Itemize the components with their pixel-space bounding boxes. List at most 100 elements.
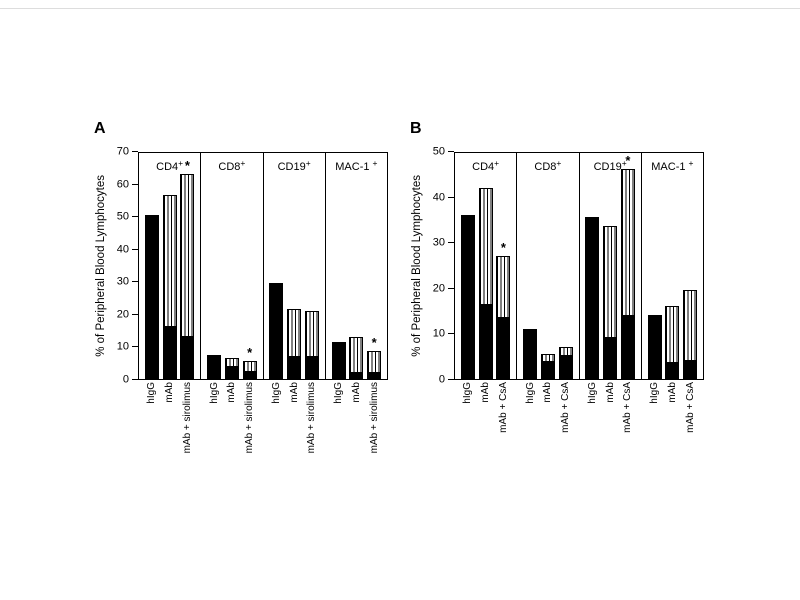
bar-black-segment [684, 360, 697, 378]
y-tick-mark [448, 242, 454, 244]
x-label-slot: mAb + CsA [559, 382, 573, 433]
x-label-slot: mAb [603, 382, 617, 433]
y-axis-label-box: % of Peripheral Blood Lymphocytes [92, 152, 110, 380]
y-tick-mark [448, 196, 454, 198]
bar-black-segment [350, 371, 363, 378]
bar-mab-csa [558, 347, 573, 379]
x-label-slot: hIgG [585, 382, 599, 433]
group-label-superscript: + [305, 158, 311, 168]
x-label-slot: mAb + sirolimus [243, 382, 257, 453]
x-label-slot: mAb [163, 382, 177, 453]
y-tick-label: 0 [438, 373, 445, 386]
bar-black-segment [524, 329, 537, 378]
bar-black-segment [666, 362, 679, 378]
group-label-text: CD19 [593, 161, 622, 173]
x-label-slot: mAb + CsA [496, 382, 510, 433]
group-label-cd19: CD19+ [580, 158, 641, 173]
y-tick-label: 60 [116, 178, 129, 191]
x-label-slot: mAb [479, 382, 493, 433]
y-tick-label: 50 [116, 210, 129, 223]
group-label-text: CD8 [534, 161, 557, 173]
x-label-group-cd8: hIgG mAb mAb + sirolimus [201, 382, 263, 453]
y-tick-mark [448, 151, 454, 152]
y-tick-label: 20 [432, 282, 445, 295]
y-tick-mark [132, 379, 138, 380]
panel-a: A % of Peripheral Blood Lymphocytes 0 10 20 3… [92, 120, 404, 453]
x-label-slot: hIgG [648, 382, 662, 433]
y-tick-mark [132, 281, 138, 283]
x-tick-label: hIgG [333, 382, 345, 404]
bar-mab-sirolimus: * [180, 158, 195, 379]
bar-mab-sirolimus: * [242, 345, 257, 379]
y-axis-label: % of Peripheral Blood Lymphocytes [95, 175, 107, 357]
bar-mab [162, 195, 177, 379]
group-label-text: CD19 [277, 161, 306, 173]
significance-star: * [500, 239, 506, 255]
x-tick-label: mAb [288, 382, 300, 403]
y-tick-label: 0 [122, 373, 129, 386]
x-tick-label: mAb [226, 382, 238, 403]
y-tick-mark [448, 379, 454, 380]
bar-black-segment [497, 317, 510, 378]
y-tick-label: 40 [116, 243, 129, 256]
bar-black-segment [288, 355, 301, 378]
bar-black-segment [181, 336, 194, 378]
bar-black-segment [479, 303, 492, 378]
group-label-superscript: + [494, 158, 500, 168]
bar-higg [585, 217, 600, 379]
group-label-mac-1: MAC-1 + [326, 158, 387, 173]
x-label-slot: mAb [541, 382, 555, 433]
x-tick-label: hIgG [649, 382, 661, 404]
x-label-group-cd19: hIgG mAb mAb + sirolimus [264, 382, 326, 453]
x-tick-label: mAb + sirolimus [244, 382, 256, 454]
bar-black-segment [368, 371, 381, 378]
panel-label-b: B [410, 120, 422, 137]
group-cell-mac-1: MAC-1 + * [326, 153, 387, 379]
bar-mab [287, 309, 302, 379]
panel-label-a: A [94, 120, 106, 137]
x-axis-labels: hIgG mAb mAb + sirolimus hIgG mAb mAb + sirol… [138, 382, 388, 453]
bar-black-segment [332, 342, 345, 378]
bar-higg [269, 282, 284, 379]
bar-black-segment [208, 355, 221, 378]
bar-black-segment [305, 355, 318, 378]
significance-star: * [371, 335, 377, 351]
bar-black-segment [541, 361, 554, 378]
x-label-slot: hIgG [269, 382, 283, 453]
x-tick-label: mAb [480, 382, 492, 403]
x-label-slot: hIgG [207, 382, 221, 453]
x-tick-label: hIgG [524, 382, 536, 404]
group-label-mac-1: MAC-1 + [642, 158, 703, 173]
x-tick-label: mAb + CsA [560, 382, 572, 433]
plot-area-a: CD4+ * CD8+ * CD19+ MAC-1 + * [138, 152, 388, 380]
y-tick-mark [448, 287, 454, 289]
axis-row: % of Peripheral Blood Lymphocytes 0 10 20 30… [92, 146, 404, 385]
x-label-slot: hIgG [461, 382, 475, 433]
x-tick-label: mAb [604, 382, 616, 403]
bar-mab [603, 226, 618, 379]
bar-black-segment [225, 366, 238, 378]
group-label-superscript: + [372, 158, 378, 168]
x-tick-label: hIgG [146, 382, 158, 404]
x-label-slot: mAb + sirolimus [180, 382, 194, 453]
group-cell-cd19: CD19+ * [580, 153, 642, 379]
bar-mab-csa: * [496, 240, 511, 379]
group-cell-mac-1: MAC-1 + [642, 153, 703, 379]
x-label-slot: mAb [665, 382, 679, 433]
x-tick-label: mAb [666, 382, 678, 403]
bar-black-segment [621, 314, 634, 378]
bar-mab [540, 353, 555, 379]
axis-row: % of Peripheral Blood Lymphocytes 0 10 20 30… [408, 146, 720, 385]
group-label-cd4: CD4+ [455, 158, 516, 173]
bar-mab-csa [683, 290, 698, 379]
bar-mab-sirolimus: * [367, 335, 382, 379]
x-axis-labels: hIgG mAb mAb + CsA hIgG mAb mAb + CsA hIgG mAb m… [454, 382, 704, 433]
group-label-superscript: + [621, 158, 627, 168]
bar-mab [665, 306, 680, 379]
y-tick-label: 30 [432, 236, 445, 249]
x-label-group-mac-1: hIgG mAb mAb + sirolimus [326, 382, 387, 453]
panel-b: B % of Peripheral Blood Lymphocytes 0 10 20 3… [408, 120, 720, 433]
y-tick-mark [132, 346, 138, 348]
x-label-slot: hIgG [332, 382, 346, 453]
